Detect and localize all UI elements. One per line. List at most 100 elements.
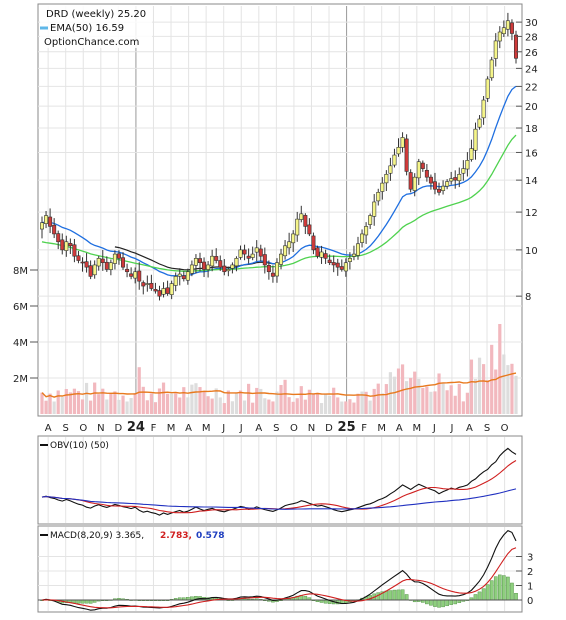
candle-body	[112, 253, 117, 264]
candle-body	[56, 233, 61, 243]
volume-bar	[486, 380, 490, 414]
volume-bar	[360, 391, 364, 414]
macd-tick-label: 2	[527, 567, 533, 578]
macd-hist-bar	[493, 576, 498, 601]
candle-body	[169, 283, 174, 295]
month-label: A	[185, 423, 192, 434]
volume-bar	[291, 401, 295, 414]
volume-bar	[287, 397, 291, 414]
candle-body	[185, 271, 190, 281]
candle-body	[303, 215, 308, 227]
macd-tick-label: 1	[527, 582, 533, 593]
candle-body	[193, 258, 198, 266]
volume-bar	[405, 381, 409, 414]
volume-bar	[72, 388, 77, 414]
signal-line	[41, 547, 517, 609]
candle-body	[291, 233, 296, 244]
volume-bar	[97, 394, 101, 414]
ema-green-line	[41, 134, 517, 272]
candle-body	[477, 118, 482, 128]
volume-bar	[64, 388, 68, 414]
volume-bar	[319, 403, 324, 414]
volume-bar	[251, 402, 255, 414]
candle-body	[157, 290, 162, 297]
candle-body	[469, 148, 474, 160]
candle-body	[88, 265, 93, 277]
legend-price-label: DRD (weekly) 25.20	[46, 9, 146, 20]
month-label: D	[325, 423, 333, 434]
candle-body	[206, 264, 211, 270]
volume-bar	[433, 391, 437, 414]
volume-bar	[178, 397, 182, 414]
month-label: N	[308, 423, 315, 434]
volume-bar	[84, 382, 89, 414]
volume-bar	[303, 399, 307, 414]
price-tick-label: 12	[525, 208, 538, 219]
volume-bar	[194, 383, 198, 414]
volume-bar	[125, 401, 129, 414]
volume-bar	[461, 401, 465, 414]
price-tick-label: 14	[525, 176, 538, 187]
candle-body	[299, 213, 304, 220]
volume-bar	[210, 398, 214, 414]
macd-hist-bar	[449, 599, 453, 605]
volume-bar	[299, 386, 303, 414]
candle-body	[242, 249, 247, 255]
volume-bar	[263, 398, 267, 414]
candle-body	[60, 239, 65, 251]
volume-bar	[182, 387, 186, 414]
candle-body	[129, 273, 134, 277]
candle-body	[311, 235, 316, 251]
volume-bar	[506, 365, 510, 414]
candle-body	[347, 258, 352, 262]
candle-body	[64, 241, 69, 251]
volume-bar	[457, 383, 461, 414]
month-label: F	[151, 423, 157, 434]
price-tick-label: 10	[525, 246, 538, 257]
candle-body	[137, 270, 142, 282]
volume-bar	[384, 384, 388, 414]
candle-body	[198, 258, 203, 264]
volume-bar	[328, 395, 332, 414]
volume-bar	[202, 391, 206, 414]
month-label: M	[202, 423, 211, 434]
volume-bar	[238, 390, 243, 414]
candle-body	[48, 216, 53, 227]
volume-bar	[186, 397, 190, 414]
volume-bar	[400, 364, 405, 414]
candle-body	[315, 247, 320, 257]
volume-bar	[153, 402, 158, 414]
volume-bar	[514, 375, 518, 414]
candle-body	[351, 253, 356, 257]
month-label: J	[239, 423, 243, 434]
macd-hist-value: 0.578	[196, 531, 224, 541]
candle-body	[133, 271, 138, 279]
macd-hist-bar	[502, 575, 506, 601]
volume-bar	[121, 395, 125, 414]
price-axis: 8 10 12 14 16 18 20 22 24 26 28 30	[516, 18, 538, 303]
macd-hist-bar	[489, 580, 494, 601]
volume-bar	[449, 385, 453, 414]
candle-body	[210, 255, 215, 267]
candle-body	[238, 249, 243, 258]
volume-bar	[101, 388, 105, 414]
candle-body	[461, 168, 466, 174]
month-label: 24	[127, 420, 145, 435]
candle-body	[262, 254, 267, 266]
candle-body	[173, 276, 178, 286]
volume-tick-label: 6M	[13, 302, 28, 313]
candle-body	[428, 176, 433, 184]
candle-body	[218, 260, 223, 268]
volume-bar	[113, 391, 117, 414]
volume-bar	[417, 378, 421, 414]
candle-body	[331, 262, 336, 266]
obv-lines	[41, 447, 517, 516]
volume-bar	[344, 401, 348, 414]
price-panel	[37, 3, 523, 417]
candle-body	[449, 178, 454, 182]
month-label: M	[167, 423, 176, 434]
volume-tick-label: 2M	[13, 374, 28, 385]
volume-bar	[206, 396, 210, 414]
candle-body	[283, 245, 288, 257]
price-candles	[39, 12, 518, 301]
